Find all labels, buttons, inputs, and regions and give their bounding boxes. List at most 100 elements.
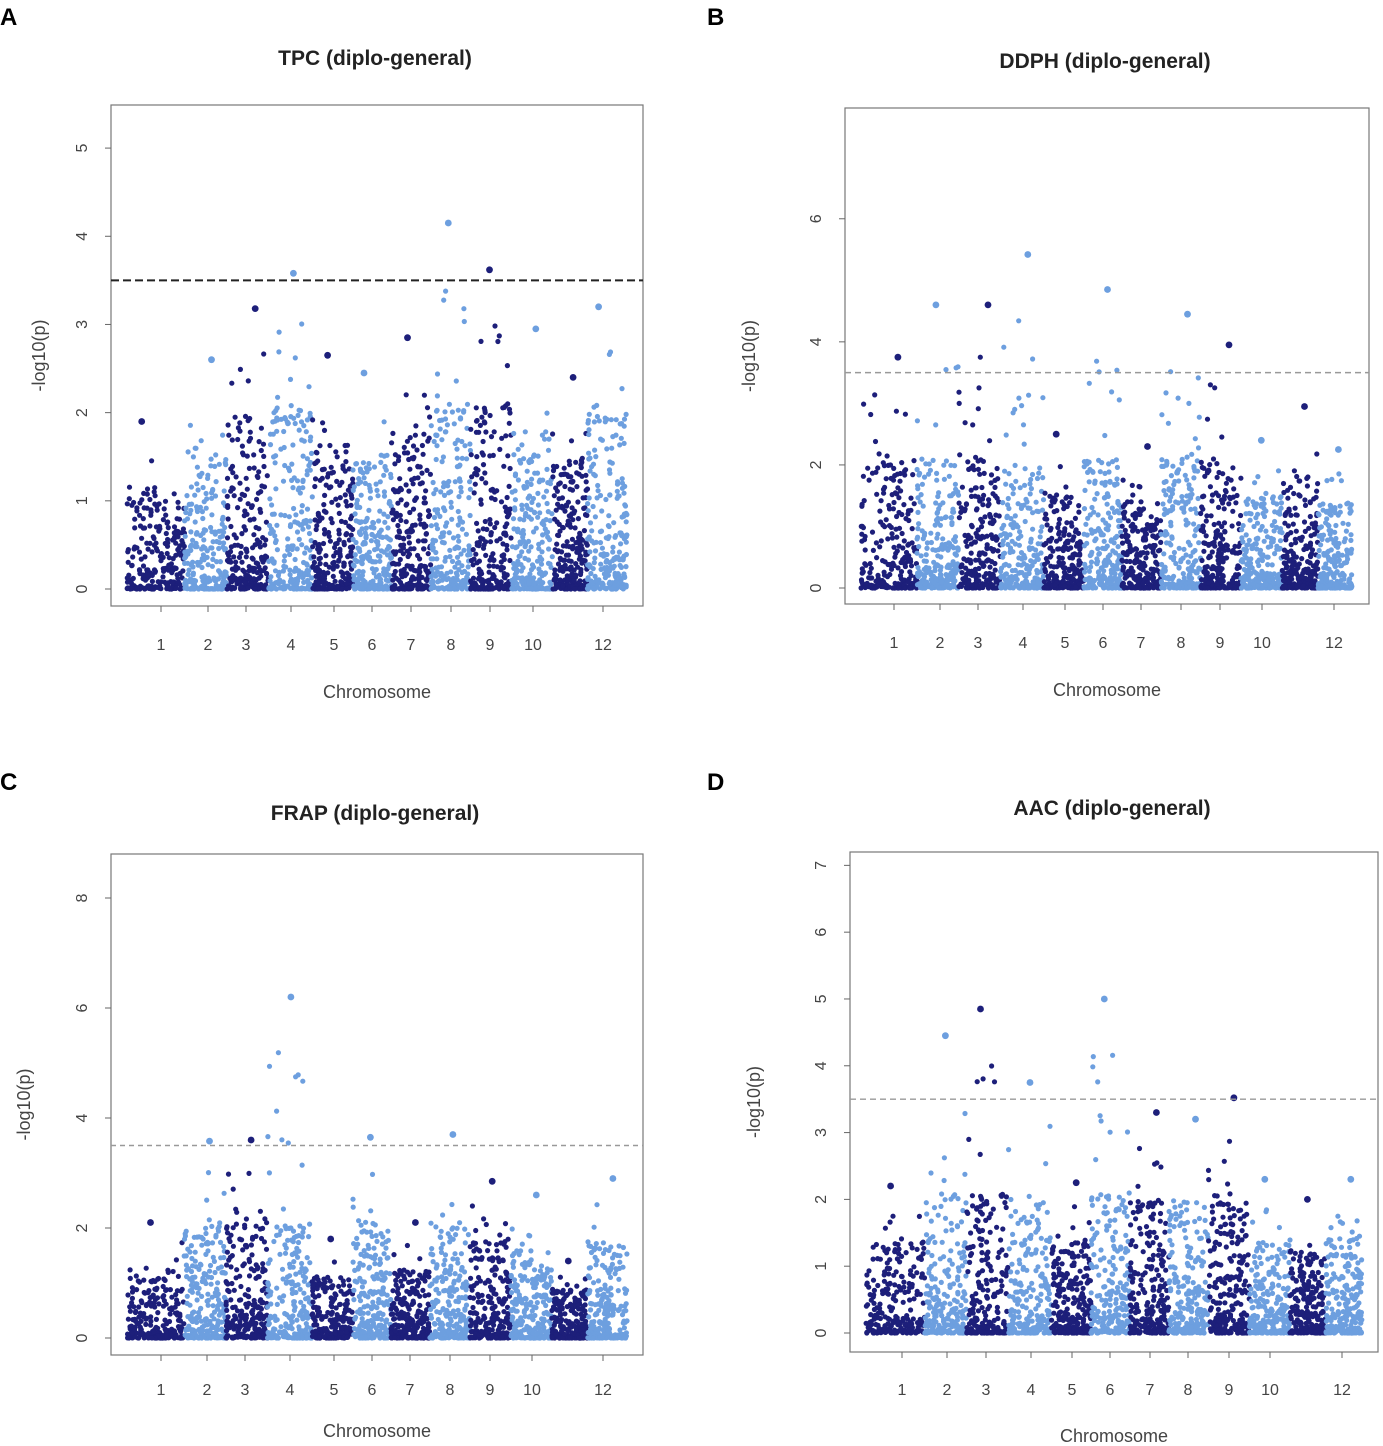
snp-point <box>562 483 568 490</box>
snp-point <box>1012 541 1018 547</box>
snp-point <box>1209 498 1215 504</box>
snp-point <box>428 423 434 429</box>
snp-point <box>986 501 992 507</box>
snp-point <box>584 512 590 519</box>
snp-point <box>962 506 968 512</box>
snp-point <box>481 419 487 425</box>
snp-point <box>360 569 366 575</box>
snp-point <box>412 497 418 503</box>
snp-point <box>329 499 335 505</box>
snp-point <box>393 575 399 581</box>
snp-point <box>990 572 996 578</box>
snp-point <box>1094 358 1100 364</box>
snp-point <box>296 536 302 543</box>
snp-point <box>944 564 950 570</box>
snp-point <box>1191 475 1197 481</box>
snp-point <box>486 563 492 569</box>
snp-point <box>395 457 402 464</box>
snp-point <box>1030 510 1036 516</box>
snp-point <box>145 583 151 589</box>
snp-point <box>928 572 934 578</box>
snp-point <box>1192 547 1198 554</box>
snp-point <box>440 454 446 460</box>
snp-point <box>544 500 550 507</box>
snp-point <box>395 489 401 495</box>
snp-point <box>1158 580 1165 586</box>
snp-point <box>371 525 377 531</box>
snp-point <box>924 545 930 551</box>
snp-point <box>999 573 1006 579</box>
snp-point <box>578 462 584 468</box>
snp-point <box>506 420 512 426</box>
snp-point <box>322 531 328 537</box>
snp-point <box>197 559 203 565</box>
snp-point <box>225 550 231 556</box>
snp-point <box>1063 484 1069 490</box>
snp-point <box>886 502 892 509</box>
snp-point <box>312 483 318 490</box>
snp-point <box>307 518 313 524</box>
snp-point <box>869 470 876 476</box>
snp-point <box>444 422 450 428</box>
snp-point <box>1126 580 1133 586</box>
snp-point <box>922 530 928 536</box>
snp-point <box>1040 475 1046 481</box>
snp-point <box>1195 445 1202 451</box>
snp-point <box>1076 509 1082 515</box>
snp-point <box>430 571 437 577</box>
snp-point <box>586 411 592 417</box>
snp-point <box>1028 486 1034 492</box>
snp-point <box>956 515 963 521</box>
snp-point <box>175 547 181 553</box>
snp-point <box>936 585 943 591</box>
snp-point <box>605 535 611 542</box>
snp-point <box>1070 566 1076 572</box>
snp-point <box>325 474 331 480</box>
snp-point <box>1214 461 1220 467</box>
snp-point <box>144 486 151 492</box>
snp-point <box>287 567 293 573</box>
snp-point <box>571 578 577 584</box>
snp-point <box>373 481 379 487</box>
snp-point <box>562 557 568 563</box>
snp-point <box>381 569 387 575</box>
snp-point <box>544 410 550 416</box>
snp-point <box>378 459 384 465</box>
snp-point <box>319 475 325 481</box>
snp-point <box>1154 501 1161 507</box>
snp-point <box>344 531 350 537</box>
snp-point <box>994 495 1000 501</box>
snp-point <box>1038 528 1044 534</box>
snp-point <box>233 535 239 541</box>
snp-point <box>309 575 315 581</box>
snp-point <box>1172 478 1178 485</box>
snp-point <box>987 438 993 444</box>
snp-point <box>397 476 403 482</box>
snp-point <box>1164 509 1170 516</box>
snp-point <box>190 537 196 543</box>
snp-point <box>349 495 355 501</box>
snp-point <box>614 488 620 494</box>
snp-point <box>866 477 872 483</box>
snp-point <box>1143 544 1149 550</box>
snp-point <box>998 585 1004 591</box>
snp-point <box>612 570 618 577</box>
snp-point <box>980 560 986 566</box>
snp-point <box>461 547 467 553</box>
snp-point <box>124 501 130 507</box>
snp-point <box>1211 521 1217 528</box>
snp-point <box>298 419 305 425</box>
snp-point <box>222 460 228 466</box>
snp-point <box>891 499 897 506</box>
snp-point <box>434 526 441 532</box>
snp-point <box>348 549 354 555</box>
snp-point <box>1086 479 1092 485</box>
snp-point <box>480 526 486 532</box>
snp-point <box>1129 572 1135 578</box>
snp-point <box>1165 420 1171 426</box>
snp-point <box>224 493 230 499</box>
snp-point <box>180 526 186 532</box>
snp-point <box>328 484 334 490</box>
snp-point <box>424 405 431 411</box>
snp-point <box>326 533 332 540</box>
